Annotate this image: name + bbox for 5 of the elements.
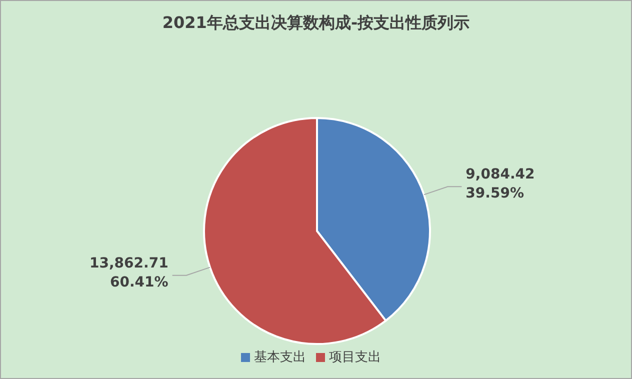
legend-label: 基本支出: [254, 350, 306, 365]
data-label: 9,084.42 39.59%: [466, 166, 535, 202]
legend-label: 项目支出: [329, 350, 381, 365]
data-label: 13,862.71 60.41%: [89, 255, 168, 290]
chart-title: 2021年总支出决算数构成-按支出性质列示: [161, 13, 471, 34]
